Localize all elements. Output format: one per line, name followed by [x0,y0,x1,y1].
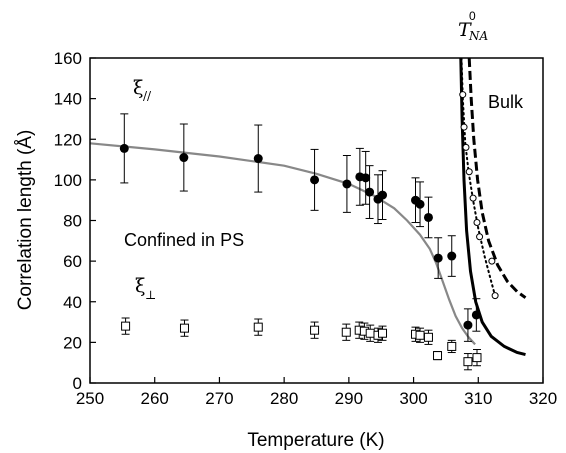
point-bulk [476,233,484,241]
annotation-xi-perp: ξ [135,275,145,297]
point-xi-parallel [463,320,473,330]
point-xi-perp [433,351,443,361]
y-tick-label: 120 [54,130,82,149]
point-xi-parallel [415,199,425,209]
point-xi-parallel [310,175,320,185]
x-ticks: 250 260 270 280 290 300 310 320 [76,377,557,408]
x-tick-label: 310 [464,389,492,408]
point-xi-perp [378,328,388,338]
point-bulk [460,123,468,131]
annotation-xi-parallel-sub: // [143,89,152,103]
x-tick-label: 260 [141,389,169,408]
point-xi-perp [341,327,351,337]
y-tick-label: 60 [63,252,82,271]
point-bulk [462,143,470,151]
bulk-line-solid [459,58,526,357]
data-markers [119,91,499,367]
x-tick-label: 320 [529,389,557,408]
point-xi-parallel [361,173,371,183]
curves [90,58,527,357]
x-tick-label: 270 [205,389,233,408]
point-xi-perp [447,341,457,351]
annotation-tna-sup: 0 [469,9,476,23]
point-xi-perp [365,328,375,338]
y-ticks: 0 20 40 60 80 100 120 140 160 [54,49,96,393]
annotation-tna: T [458,19,472,41]
annotation-bulk: Bulk [488,92,524,112]
point-xi-perp [463,357,473,367]
y-axis-title: Correlation length (Å) [15,130,36,311]
bulk-line-dashed [467,58,527,299]
y-tick-label: 100 [54,171,82,190]
point-xi-parallel [423,212,433,222]
y-tick-label: 160 [54,49,82,68]
bulk-line-dotted [460,58,497,297]
y-tick-label: 140 [54,90,82,109]
point-xi-parallel [433,253,443,263]
point-bulk [473,219,481,227]
annotation-confined: Confined in PS [124,230,244,250]
x-tick-label: 300 [399,389,427,408]
point-xi-perp [423,332,433,342]
point-xi-parallel [179,153,189,163]
x-tick-label: 250 [76,389,104,408]
annotation-xi-perp-sub: ⊥ [145,288,156,302]
point-xi-perp [415,330,425,340]
point-xi-parallel [447,251,457,261]
point-xi-perp [179,323,189,333]
y-tick-label: 20 [63,333,82,352]
point-bulk [465,168,473,176]
point-xi-parallel [253,154,263,164]
annotation-tna-sub: NA [468,29,489,43]
point-xi-parallel [471,310,481,320]
x-tick-label: 290 [335,389,363,408]
y-tick-label: 40 [63,293,82,312]
x-tick-label: 280 [270,389,298,408]
annotation-xi-parallel: ξ [133,77,143,99]
point-xi-parallel [342,179,352,189]
point-xi-parallel [365,187,375,197]
fit-line-confined [90,142,476,346]
point-xi-perp [121,321,131,331]
point-bulk [459,91,467,99]
y-tick-label: 80 [63,212,82,231]
x-axis-title: Temperature (K) [247,430,384,451]
point-bulk [488,257,496,265]
point-xi-parallel [378,190,388,200]
point-xi-perp [253,322,263,332]
y-tick-label: 0 [73,374,82,393]
point-bulk [469,194,477,202]
point-xi-parallel [119,143,129,153]
point-xi-perp [472,353,482,363]
point-bulk [491,292,499,300]
point-xi-perp [310,325,320,335]
